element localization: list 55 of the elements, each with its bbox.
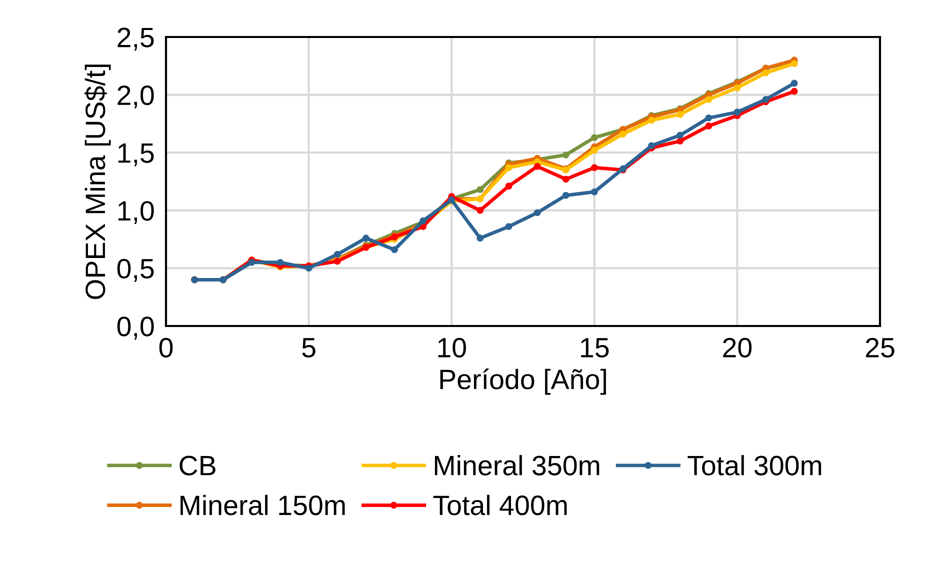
legend-label: Total 400m bbox=[433, 494, 567, 516]
point bbox=[790, 80, 798, 87]
point bbox=[705, 122, 712, 130]
point bbox=[590, 188, 598, 196]
y-axis-title: OPEX Mina [US$/t] bbox=[84, 64, 111, 300]
point bbox=[562, 176, 570, 183]
point bbox=[334, 250, 341, 258]
point bbox=[705, 96, 712, 103]
x-tick-label: 10 bbox=[438, 338, 466, 358]
point bbox=[648, 116, 655, 124]
y-tick-label: 1,0 bbox=[118, 201, 154, 224]
y-tick-label: 2,0 bbox=[118, 85, 154, 108]
point bbox=[534, 209, 541, 216]
point bbox=[648, 142, 655, 150]
point bbox=[476, 186, 484, 194]
legend-label: Mineral 350m bbox=[434, 455, 600, 476]
point bbox=[276, 258, 284, 266]
point bbox=[619, 130, 626, 138]
point bbox=[534, 163, 541, 170]
legend-label: CB bbox=[180, 456, 216, 476]
point bbox=[762, 69, 770, 76]
point bbox=[762, 96, 770, 103]
point bbox=[305, 264, 312, 272]
point bbox=[734, 84, 741, 92]
point bbox=[505, 164, 512, 172]
point bbox=[676, 132, 684, 139]
x-tick-label: 0 bbox=[159, 338, 173, 358]
legend-label: Total 300m bbox=[688, 455, 822, 476]
y-tick-label: 2,5 bbox=[118, 28, 154, 51]
point bbox=[676, 110, 684, 118]
point bbox=[562, 192, 570, 199]
x-tick-label: 15 bbox=[581, 338, 609, 358]
x-tick-label: 5 bbox=[302, 338, 316, 358]
point bbox=[476, 206, 484, 214]
point bbox=[505, 223, 512, 230]
point bbox=[590, 134, 598, 142]
point bbox=[676, 138, 684, 145]
y-tick-label: 0,0 bbox=[117, 316, 154, 340]
point bbox=[790, 60, 798, 68]
legend-label: Mineral 150m bbox=[180, 494, 345, 516]
point bbox=[476, 234, 484, 242]
x-tick-label: 25 bbox=[866, 338, 894, 358]
y-tick-label: 1,5 bbox=[118, 144, 154, 166]
x-tick-label: 20 bbox=[723, 338, 752, 358]
x-axis-title: Período [Año] bbox=[440, 368, 606, 395]
point bbox=[562, 151, 570, 158]
point bbox=[590, 146, 598, 154]
point bbox=[590, 164, 598, 172]
point bbox=[391, 246, 398, 254]
point bbox=[362, 234, 370, 242]
point bbox=[705, 114, 712, 122]
point bbox=[734, 108, 741, 116]
point bbox=[790, 88, 798, 95]
point bbox=[505, 182, 512, 190]
y-tick-label: 0,5 bbox=[117, 258, 154, 282]
